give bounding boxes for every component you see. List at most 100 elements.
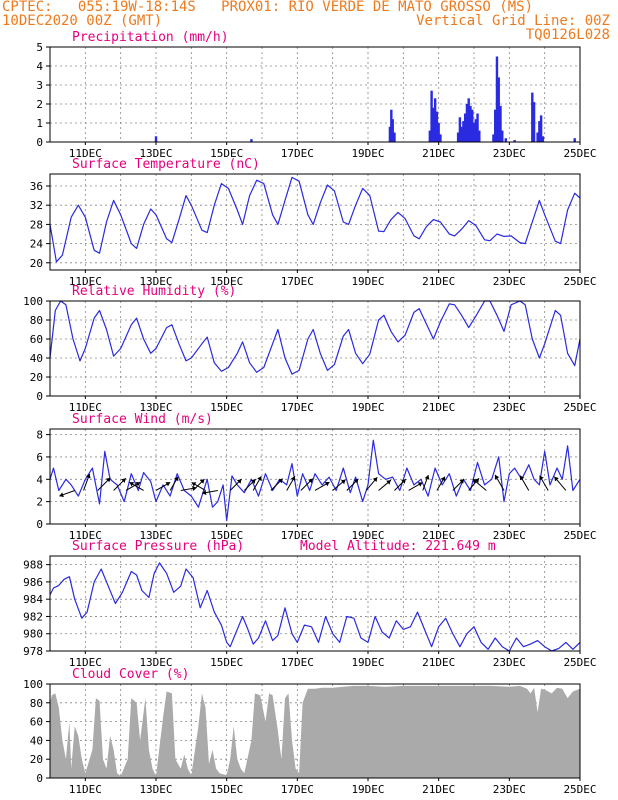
y-tick-label: 978 — [23, 645, 43, 658]
y-tick-label: 20 — [30, 257, 43, 270]
x-tick-label: 17DEC — [281, 147, 314, 160]
precip-bar — [541, 136, 545, 142]
panel-frame — [49, 555, 581, 652]
precip-bar — [478, 130, 481, 142]
x-tick-label: 21DEC — [422, 275, 455, 288]
y-tick-label: 0 — [36, 772, 43, 785]
panel-precip — [46, 46, 581, 145]
wind-arrow-head — [554, 476, 559, 482]
x-tick-label: 17DEC — [281, 401, 314, 414]
precip-bar — [492, 134, 495, 142]
y-tick-label: 20 — [30, 371, 43, 384]
wind-arrow-head — [353, 478, 359, 484]
precip-bar — [393, 132, 396, 142]
precip-bar — [437, 123, 440, 142]
y-tick-label: 986 — [23, 576, 43, 589]
x-tick-label: 19DEC — [351, 401, 384, 414]
panel-title: Surface Temperature (nC) — [72, 157, 260, 172]
wind-arrow-head — [236, 479, 242, 484]
precip-bar — [471, 109, 474, 142]
panel-title: Precipitation (mm/h) — [72, 30, 229, 45]
precip-bar — [532, 102, 536, 142]
precip-bar — [465, 104, 469, 142]
panel-title: Surface Pressure (hPa) — [72, 539, 244, 554]
precip-bar — [499, 105, 502, 142]
x-tick-label: 17DEC — [281, 656, 314, 669]
y-tick-label: 1 — [36, 117, 43, 130]
panel-frame — [49, 428, 581, 525]
x-tick-label: 17DEC — [281, 275, 314, 288]
x-tick-label: 11DEC — [69, 401, 102, 414]
precip-bar — [462, 121, 465, 142]
x-tick-label: 25DEC — [563, 656, 596, 669]
precip-bar — [504, 138, 507, 142]
y-tick-label: 5 — [36, 41, 43, 54]
y-tick-label: 980 — [23, 628, 43, 641]
precip-bar — [154, 136, 158, 142]
x-tick-label: 11DEC — [69, 275, 102, 288]
y-tick-label: 2 — [36, 496, 43, 509]
y-tick-label: 40 — [30, 734, 43, 747]
panel-frame — [49, 173, 581, 271]
x-tick-label: 19DEC — [351, 529, 384, 542]
panel-pressure — [46, 555, 581, 654]
wind-arrow-head — [251, 479, 256, 484]
wind-arrow-head — [174, 476, 179, 482]
x-tick-label: 15DEC — [210, 783, 243, 796]
panel-wind — [46, 428, 581, 527]
y-tick-label: 984 — [23, 593, 43, 606]
x-tick-label: 11DEC — [69, 783, 102, 796]
y-tick-label: 24 — [30, 238, 44, 251]
y-tick-label: 982 — [23, 610, 43, 623]
x-tick-label: 15DEC — [210, 401, 243, 414]
x-tick-label: 19DEC — [351, 275, 384, 288]
wind-arrow-head — [401, 479, 406, 484]
wind-arrow-head — [494, 474, 500, 480]
x-tick-label: 13DEC — [139, 656, 172, 669]
y-tick-label: 0 — [36, 390, 43, 403]
y-tick-label: 20 — [30, 753, 43, 766]
y-tick-label: 4 — [36, 60, 43, 73]
y-tick-label: 100 — [23, 678, 43, 691]
x-tick-label: 17DEC — [281, 529, 314, 542]
x-tick-label: 19DEC — [351, 783, 384, 796]
precip-bar — [469, 105, 472, 142]
wind-arrow-head — [324, 481, 330, 487]
precip-bar — [501, 130, 504, 142]
x-tick-label: 13DEC — [139, 401, 172, 414]
wind-arrow-head — [85, 473, 91, 479]
x-tick-label: 23DEC — [493, 401, 526, 414]
y-tick-label: 0 — [36, 518, 43, 531]
y-tick-label: 988 — [23, 559, 43, 572]
panel-title: Relative Humidity (%) — [72, 284, 236, 299]
x-tick-label: 19DEC — [351, 656, 384, 669]
x-tick-label: 15DEC — [210, 147, 243, 160]
cloud-cover-area — [50, 685, 580, 778]
x-tick-label: 25DEC — [563, 401, 596, 414]
panel-rh — [46, 300, 581, 399]
panel-frame — [49, 683, 581, 779]
panel-frame — [49, 300, 581, 397]
y-tick-label: 60 — [30, 333, 43, 346]
x-tick-label: 21DEC — [422, 529, 455, 542]
precip-bar — [390, 109, 393, 142]
x-tick-label: 21DEC — [422, 656, 455, 669]
header-station-info: CPTEC: 055:19W-18:14S PROX01: RIO VERDE … — [2, 0, 534, 15]
x-tick-label: 15DEC — [210, 656, 243, 669]
precip-bar — [432, 107, 435, 142]
x-tick-label: 13DEC — [139, 529, 172, 542]
precip-bar — [435, 111, 439, 142]
precip-bar — [430, 90, 433, 142]
precip-bar — [250, 139, 253, 142]
precip-bar — [536, 132, 539, 142]
x-tick-label: 25DEC — [563, 529, 596, 542]
wind-arrow-head — [202, 490, 207, 495]
precip-bar — [467, 98, 470, 142]
wind-arrow-head — [539, 475, 544, 481]
y-tick-label: 6 — [36, 451, 43, 464]
wind-arrow-head — [417, 482, 423, 487]
wind-arrow-head — [340, 479, 346, 485]
precip-bar — [428, 130, 432, 142]
precip-bar — [531, 92, 534, 142]
